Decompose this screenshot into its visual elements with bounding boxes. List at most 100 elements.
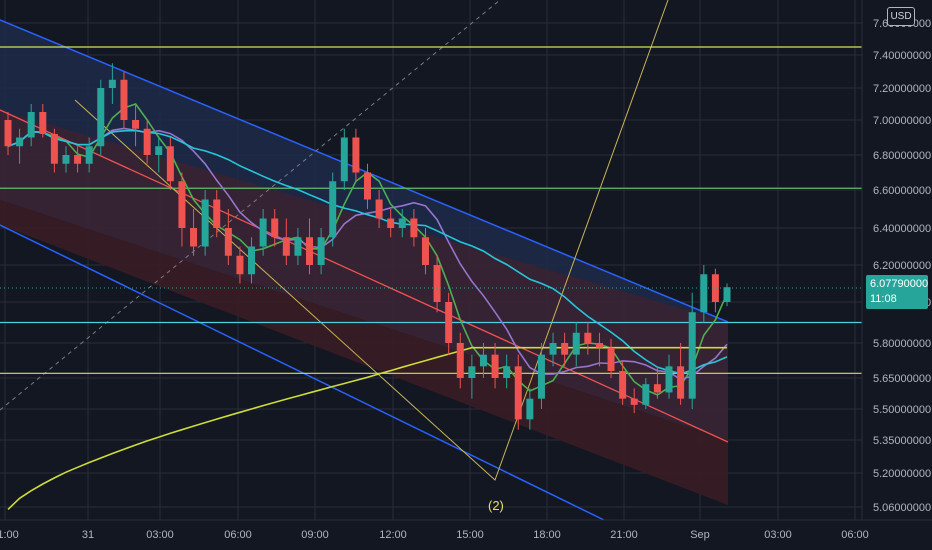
candle-body xyxy=(387,218,395,228)
candle-body xyxy=(375,199,383,219)
candle-body xyxy=(549,343,557,355)
channel-lower-fill xyxy=(0,200,728,505)
candle-body xyxy=(85,146,93,164)
candle-body xyxy=(213,199,221,228)
candle-countdown: 11:08 xyxy=(870,293,897,305)
price-tick-label: 5.80000000 xyxy=(873,338,931,350)
candle-body xyxy=(352,137,360,173)
ma-long-line xyxy=(7,129,728,375)
channel-mid-line xyxy=(0,109,729,443)
candle-body xyxy=(190,228,198,247)
trend-ray-dashed xyxy=(0,0,501,411)
candle-body xyxy=(711,274,719,302)
candle-body xyxy=(491,354,499,378)
price-tick-label: 5.06000000 xyxy=(873,502,931,514)
candle-body xyxy=(143,128,151,155)
candle-body xyxy=(572,332,580,355)
time-tick-label: 15:00 xyxy=(456,529,484,541)
candle-body xyxy=(132,120,140,129)
horizontal-levels xyxy=(0,46,862,374)
price-tick-label: 6.80000000 xyxy=(873,150,931,162)
candle-body xyxy=(421,237,429,265)
candle-body xyxy=(503,366,511,378)
candle-body xyxy=(248,246,256,275)
candle-body xyxy=(259,218,267,247)
candle-body xyxy=(433,265,441,302)
price-tick-label: 6.60000000 xyxy=(873,185,931,197)
time-tick-label: 18:00 xyxy=(533,529,561,541)
wave-label: (2) xyxy=(488,498,504,513)
candle-body xyxy=(410,218,418,238)
candle-body xyxy=(364,172,371,200)
candle-body xyxy=(178,181,186,228)
candle-body xyxy=(50,134,58,164)
currency-badge[interactable]: USD xyxy=(887,7,915,26)
candle-body xyxy=(677,366,685,399)
price-tick-label: 6.40000000 xyxy=(873,223,931,235)
candle-body xyxy=(271,218,279,238)
candle-body xyxy=(62,155,70,164)
candle-body xyxy=(155,146,163,155)
candle-body xyxy=(456,343,464,378)
time-tick-label: 31 xyxy=(82,529,94,541)
price-tick-label: 5.50000000 xyxy=(873,404,931,416)
candle-body xyxy=(630,398,638,405)
candle-body xyxy=(236,255,244,275)
candle-body xyxy=(16,137,24,147)
price-tick-label: 7.00000000 xyxy=(873,115,931,127)
candle-body xyxy=(4,120,12,147)
time-tick-label: Sep xyxy=(690,529,710,541)
candle-body xyxy=(120,79,128,120)
candle-body xyxy=(700,274,708,313)
candle-body xyxy=(306,237,314,265)
time-axis[interactable]: 21:00 31 03:00 06:00 09:00 12:00 15:00 18:00 21:… xyxy=(0,519,932,541)
candle-body xyxy=(665,366,673,393)
candle-body xyxy=(166,146,174,182)
candle-body xyxy=(607,347,615,371)
candle-body xyxy=(445,302,453,343)
price-tick-label: 5.35000000 xyxy=(873,435,931,447)
candle-body xyxy=(282,237,290,256)
candle-body xyxy=(688,312,696,399)
time-tick-label: 12:00 xyxy=(379,529,407,541)
time-tick-label: 09:00 xyxy=(301,529,329,541)
candle-body xyxy=(561,343,569,355)
price-tick-label: 7.40000000 xyxy=(873,50,931,62)
channel-top-line xyxy=(0,19,729,323)
candle-body xyxy=(584,332,592,343)
channel-bottom-line xyxy=(0,224,605,521)
candle-body xyxy=(468,366,476,378)
candle-body xyxy=(97,88,105,147)
candles xyxy=(4,63,731,430)
current-price-value: 6.07790000 xyxy=(870,278,929,290)
candle-body xyxy=(340,137,348,182)
candle-body xyxy=(317,237,325,265)
time-tick-label: 06:00 xyxy=(841,529,869,541)
candle-body xyxy=(329,181,337,238)
candle-body xyxy=(537,354,545,399)
candle-body xyxy=(595,343,603,348)
candle-body xyxy=(27,112,35,138)
time-tick-label: 03:00 xyxy=(146,529,174,541)
ma-slow-line xyxy=(7,346,727,510)
candle-body xyxy=(514,366,522,420)
price-tick-label: 7.20000000 xyxy=(873,83,931,95)
time-tick-label: 06:00 xyxy=(224,529,252,541)
candle-body xyxy=(642,384,650,405)
candle-body xyxy=(526,398,534,420)
candle-body xyxy=(294,237,302,256)
candle-body xyxy=(479,354,487,367)
time-tick-label: 21:00 xyxy=(0,529,19,541)
time-tick-label: 21:00 xyxy=(610,529,638,541)
candle-body xyxy=(224,228,232,256)
candle-body xyxy=(39,112,47,134)
moving-averages xyxy=(7,103,728,510)
candle-body xyxy=(201,199,209,247)
ma-medium-line xyxy=(7,127,728,381)
candle-body xyxy=(619,371,627,399)
price-tick-label: 5.65000000 xyxy=(873,373,931,385)
current-price-tag: 6.07790000 11:08 xyxy=(866,275,928,309)
price-tick-label: 5.20000000 xyxy=(873,468,931,480)
candle-body xyxy=(74,155,82,164)
